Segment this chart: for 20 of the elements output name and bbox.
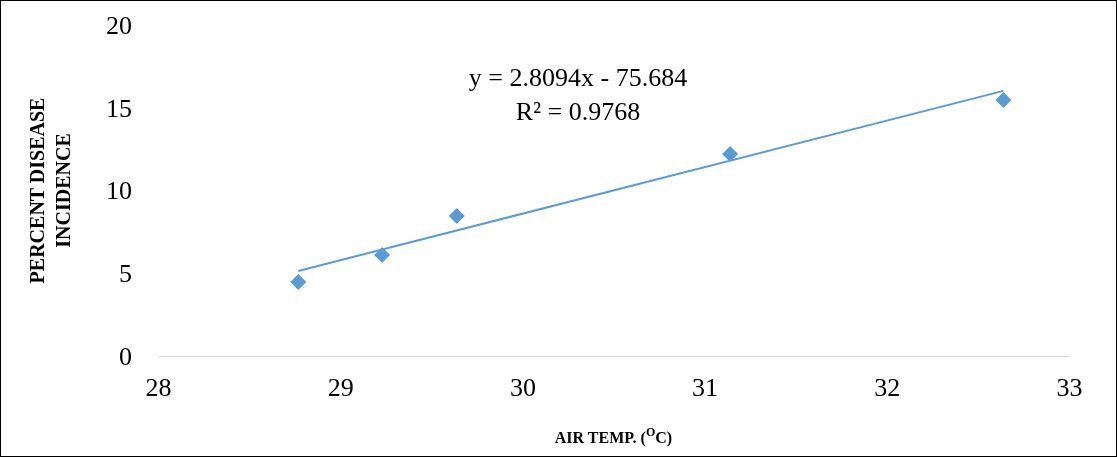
y-tick-label: 20 [106, 10, 132, 40]
x-tick-label: 33 [1056, 373, 1083, 403]
point [722, 146, 739, 163]
y-axis-title: PERCENT DISEASE INCIDENCE [26, 97, 74, 284]
y-tick-label: 5 [119, 259, 132, 289]
point [374, 247, 391, 264]
x-tick-label: 30 [509, 373, 536, 403]
annotation: R² = 0.9768 [515, 97, 641, 126]
point [290, 274, 307, 291]
x-tick-label: 31 [692, 373, 719, 403]
point [448, 207, 465, 224]
x-tick-label: 29 [327, 373, 354, 403]
point [995, 91, 1012, 108]
y-tick-label: 15 [106, 93, 132, 123]
x-axis-title: AIR TEMP. ($^{O}$C) [554, 425, 673, 447]
annotation: y = 2.8094x - 75.684 [468, 63, 688, 92]
y-tick-label: 0 [119, 341, 132, 371]
y-tick-label: 10 [106, 176, 132, 206]
x-tick-label: 32 [874, 373, 901, 403]
x-tick-label: 28 [145, 373, 172, 403]
